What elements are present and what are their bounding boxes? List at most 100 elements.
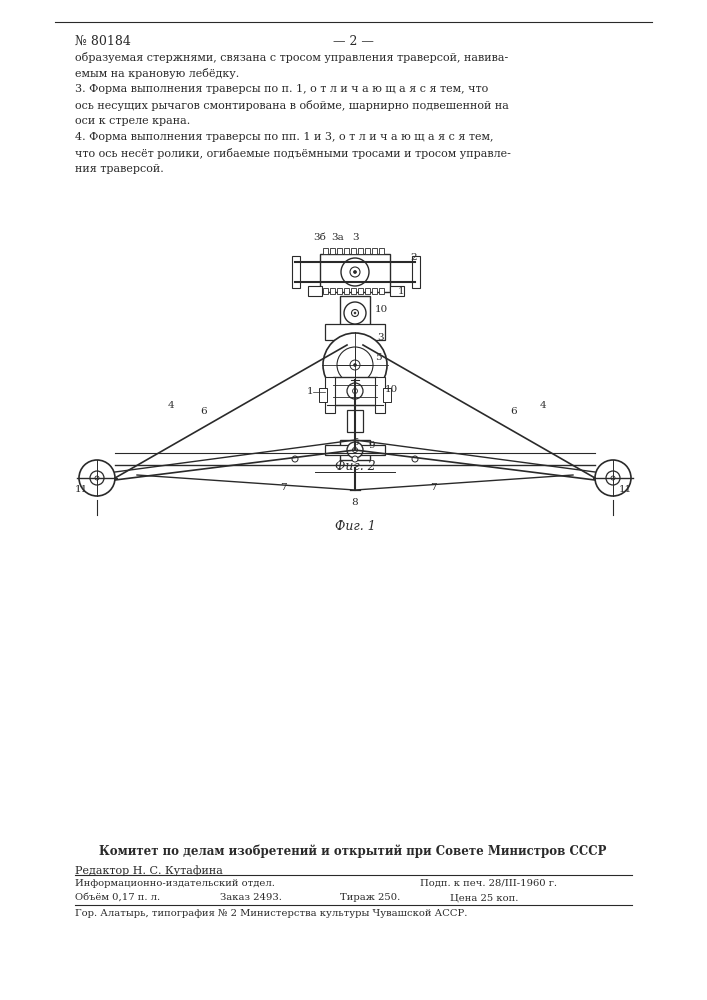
- Text: 3а: 3а: [332, 233, 344, 242]
- Circle shape: [353, 388, 358, 393]
- Text: 1: 1: [306, 387, 313, 396]
- Circle shape: [352, 456, 358, 462]
- Bar: [351, 288, 356, 294]
- Bar: [337, 288, 342, 294]
- Text: 11: 11: [75, 486, 88, 494]
- Circle shape: [352, 357, 358, 363]
- Bar: [323, 288, 328, 294]
- Text: Фиг. 1: Фиг. 1: [334, 520, 375, 533]
- Bar: [344, 288, 349, 294]
- Bar: [327, 394, 335, 398]
- Circle shape: [354, 449, 356, 451]
- Text: Подп. к печ. 28/III-1960 г.: Подп. к печ. 28/III-1960 г.: [420, 879, 557, 888]
- Bar: [344, 248, 349, 254]
- Bar: [327, 389, 335, 393]
- Text: что ось несёт ролики, огибаемые подъёмными тросами и тросом управле-: что ось несёт ролики, огибаемые подъёмны…: [75, 148, 511, 159]
- Circle shape: [350, 360, 360, 370]
- Text: 6: 6: [200, 408, 206, 416]
- Circle shape: [354, 363, 356, 366]
- Bar: [325, 324, 385, 340]
- Text: Цена 25 коп.: Цена 25 коп.: [450, 893, 518, 902]
- Circle shape: [350, 267, 360, 277]
- Text: образуемая стержнями, связана с тросом управления траверсой, навива-: образуемая стержнями, связана с тросом у…: [75, 52, 508, 63]
- Bar: [365, 288, 370, 294]
- Circle shape: [412, 456, 418, 462]
- Bar: [323, 248, 328, 254]
- Text: 4: 4: [540, 400, 547, 410]
- Circle shape: [344, 302, 366, 324]
- Bar: [379, 288, 384, 294]
- Circle shape: [354, 270, 356, 273]
- Circle shape: [354, 359, 356, 361]
- Bar: [330, 248, 335, 254]
- Bar: [320, 254, 390, 292]
- Circle shape: [95, 476, 99, 480]
- Text: 6: 6: [510, 408, 517, 416]
- Bar: [383, 388, 391, 402]
- Bar: [358, 248, 363, 254]
- Bar: [372, 248, 377, 254]
- Bar: [351, 248, 356, 254]
- Bar: [330, 288, 335, 294]
- Circle shape: [347, 442, 363, 458]
- Text: емым на крановую лебёдку.: емым на крановую лебёдку.: [75, 68, 239, 79]
- Text: 4: 4: [168, 400, 175, 410]
- Text: 11: 11: [619, 486, 632, 494]
- Bar: [379, 248, 384, 254]
- Bar: [390, 286, 404, 296]
- Bar: [412, 256, 420, 288]
- Text: 8: 8: [351, 498, 358, 507]
- Bar: [308, 286, 322, 296]
- Bar: [292, 256, 300, 288]
- Bar: [347, 410, 363, 432]
- Circle shape: [595, 460, 631, 496]
- Text: 4. Форма выполнения траверсы по пп. 1 и 3, о т л и ч а ю щ а я с я тем,: 4. Форма выполнения траверсы по пп. 1 и …: [75, 132, 493, 142]
- Bar: [327, 399, 335, 403]
- Circle shape: [353, 448, 358, 452]
- Text: 3. Форма выполнения траверсы по п. 1, о т л и ч а ю щ а я с я тем, что: 3. Форма выполнения траверсы по п. 1, о …: [75, 84, 489, 94]
- Text: № 80184: № 80184: [75, 35, 131, 48]
- Bar: [365, 248, 370, 254]
- Circle shape: [606, 471, 620, 485]
- Text: 3: 3: [377, 334, 384, 342]
- Circle shape: [611, 476, 615, 480]
- Text: 3: 3: [353, 233, 359, 242]
- Bar: [327, 384, 335, 388]
- Text: оси к стреле крана.: оси к стреле крана.: [75, 116, 190, 126]
- Bar: [372, 288, 377, 294]
- Circle shape: [347, 383, 363, 399]
- Bar: [375, 389, 383, 393]
- Bar: [375, 384, 383, 388]
- Text: ния траверсой.: ния траверсой.: [75, 164, 164, 174]
- Text: Комитет по делам изобретений и открытий при Совете Министров СССР: Комитет по делам изобретений и открытий …: [99, 845, 607, 858]
- Bar: [344, 340, 366, 380]
- Bar: [358, 288, 363, 294]
- Text: Объём 0,17 п. л.: Объём 0,17 п. л.: [75, 893, 160, 902]
- Bar: [340, 440, 370, 460]
- Circle shape: [345, 350, 365, 370]
- Text: Гор. Алатырь, типография № 2 Министерства культуры Чувашской АССР.: Гор. Алатырь, типография № 2 Министерств…: [75, 909, 467, 918]
- Bar: [337, 248, 342, 254]
- Bar: [375, 394, 383, 398]
- Circle shape: [323, 333, 387, 397]
- Text: 3б: 3б: [314, 233, 327, 242]
- Text: Редактор Н. С. Кутафина: Редактор Н. С. Кутафина: [75, 865, 223, 876]
- Text: Фиг. 2: Фиг. 2: [334, 460, 375, 473]
- Bar: [340, 296, 370, 326]
- Text: 7: 7: [280, 483, 286, 491]
- Text: ось несущих рычагов смонтирована в обойме, шарнирно подвешенной на: ось несущих рычагов смонтирована в обойм…: [75, 100, 509, 111]
- Bar: [325, 445, 385, 455]
- Text: — 2 —: — 2 —: [332, 35, 373, 48]
- Text: Информационно-издательский отдел.: Информационно-издательский отдел.: [75, 879, 275, 888]
- Text: 5: 5: [351, 438, 358, 447]
- Bar: [375, 377, 385, 413]
- Bar: [375, 399, 383, 403]
- Text: 10: 10: [385, 385, 398, 394]
- Text: Заказ 2493.: Заказ 2493.: [220, 893, 282, 902]
- Text: 5: 5: [375, 354, 382, 362]
- Bar: [325, 377, 335, 413]
- Circle shape: [292, 456, 298, 462]
- Circle shape: [337, 347, 373, 383]
- Bar: [375, 379, 383, 383]
- Circle shape: [354, 312, 356, 314]
